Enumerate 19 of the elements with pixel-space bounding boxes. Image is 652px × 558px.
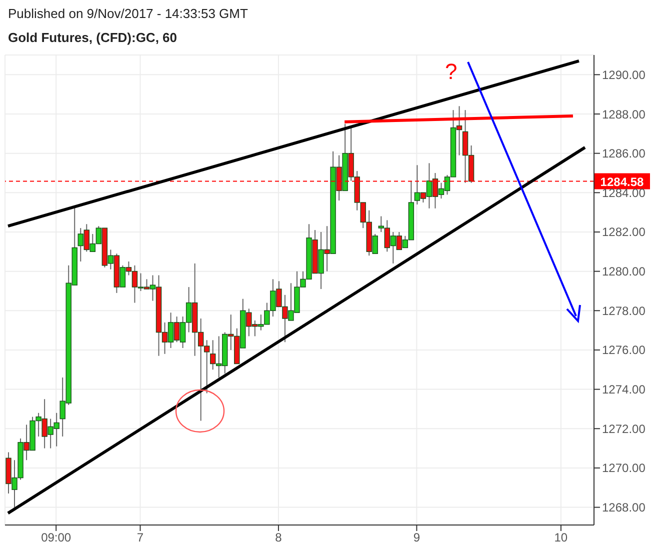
y-tick-label: 1270.00 <box>602 461 646 476</box>
x-tick-label: 10 <box>554 530 568 545</box>
y-tick-label: 1268.00 <box>602 500 646 515</box>
y-tick-label: 1288.00 <box>602 107 646 122</box>
y-tick-label: 1282.00 <box>602 225 646 240</box>
y-tick-label: 1272.00 <box>602 422 646 436</box>
x-tick-label: 9 <box>413 530 420 545</box>
y-tick-label: 1276.00 <box>602 343 646 358</box>
x-tick-label: 09:00 <box>41 530 72 545</box>
y-tick-label: 1280.00 <box>602 264 646 279</box>
y-tick-label: 1286.00 <box>602 146 646 161</box>
y-tick-label: 1290.00 <box>602 68 646 82</box>
chart-title: Gold Futures, (CFD):GC, 60 <box>8 30 177 45</box>
chart-subtitle: Published on 9/Nov/2017 - 14:33:53 GMT <box>8 6 248 21</box>
x-tick-label: 8 <box>275 530 282 545</box>
annotation: ? <box>445 59 458 84</box>
y-tick-label: 1278.00 <box>602 304 646 318</box>
y-tick-label: 1274.00 <box>602 382 646 397</box>
x-tick-label: 7 <box>136 530 144 545</box>
